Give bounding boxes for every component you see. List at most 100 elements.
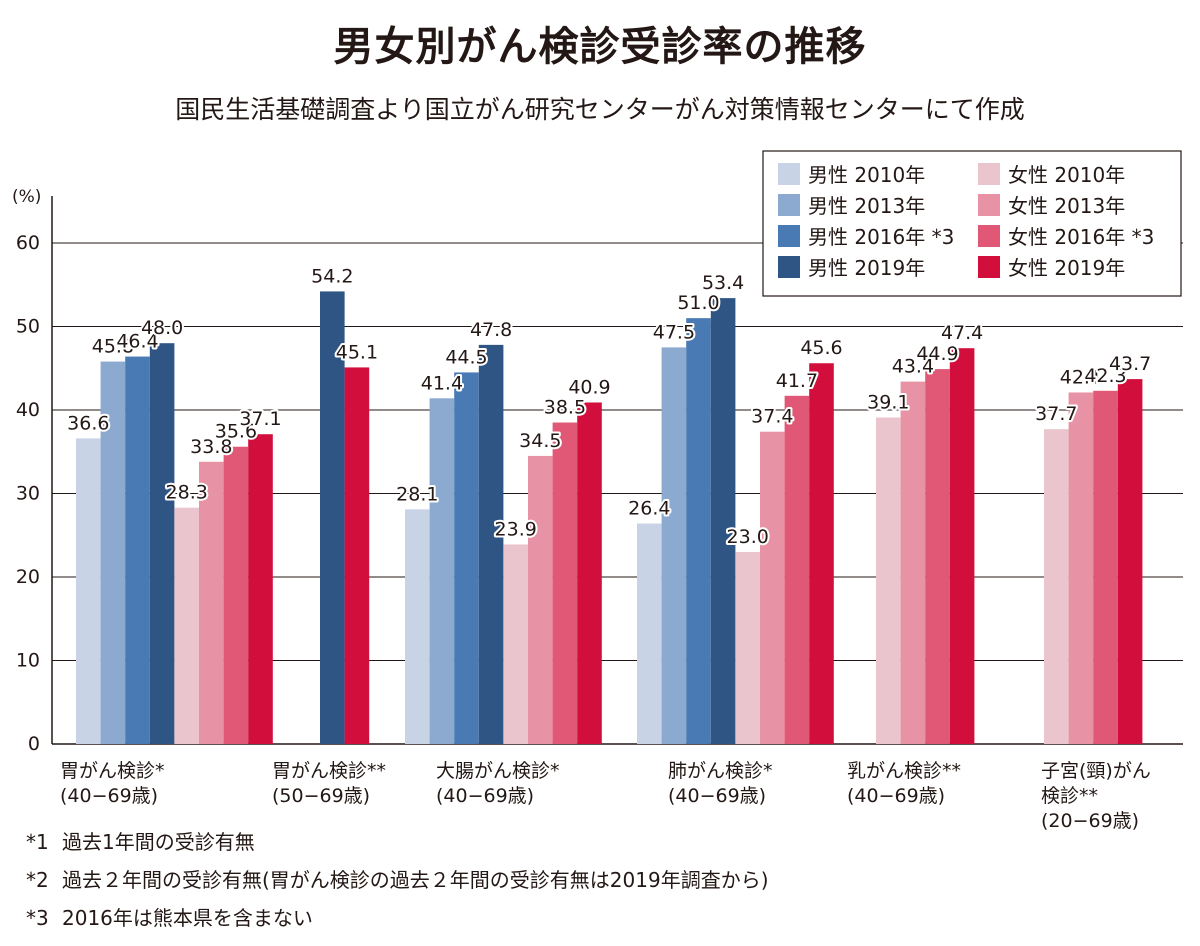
category-label: 検診** xyxy=(1041,785,1098,807)
legend-label: 女性 2016年 *3 xyxy=(1008,225,1154,249)
legend-swatch xyxy=(778,194,800,216)
y-tick-label: 50 xyxy=(16,316,40,338)
data-label: 44.9 xyxy=(916,343,958,365)
data-label: 47.8 xyxy=(470,319,512,341)
category-label: 乳がん検診** xyxy=(847,760,961,782)
bar xyxy=(1068,392,1094,744)
legend-swatch xyxy=(778,225,800,247)
data-label: 39.1 xyxy=(867,392,909,414)
y-tick-label: 0 xyxy=(28,733,40,755)
legend-swatch xyxy=(978,194,1000,216)
footnote-3: *3 2016年は熊本県を含まない xyxy=(26,902,313,931)
data-label: 23.0 xyxy=(727,526,769,548)
bar xyxy=(76,438,101,744)
bar xyxy=(429,398,455,744)
bar xyxy=(661,347,687,744)
bar xyxy=(149,343,175,744)
footnote-mark: *2 xyxy=(26,868,49,892)
bar xyxy=(949,348,975,744)
bar xyxy=(320,291,345,744)
y-tick-label: 30 xyxy=(16,483,40,505)
data-label: 38.5 xyxy=(544,397,586,419)
legend-label: 女性 2019年 xyxy=(1008,256,1125,280)
bar xyxy=(552,422,578,744)
legend-swatch xyxy=(978,225,1000,247)
chart-subtitle: 国民生活基礎調査より国立がん研究センターがん対策情報センターにて作成 xyxy=(175,95,1025,124)
footnote-text: 2016年は熊本県を含まない xyxy=(62,906,313,930)
bar xyxy=(503,544,528,744)
data-label: 23.9 xyxy=(495,518,537,540)
category-label: 胃がん検診** xyxy=(272,760,386,782)
data-label: 48.0 xyxy=(141,317,183,339)
data-label: 33.8 xyxy=(190,436,232,458)
data-label: 41.7 xyxy=(776,370,818,392)
data-label: 47.5 xyxy=(653,321,695,343)
legend-swatch xyxy=(778,256,800,278)
bar xyxy=(174,507,199,744)
data-label: 45.6 xyxy=(800,337,842,359)
bar xyxy=(1117,379,1143,744)
bar xyxy=(637,523,662,744)
data-label: 35.6 xyxy=(215,421,257,443)
y-axis-unit: (%) xyxy=(12,187,41,207)
bar xyxy=(1044,429,1069,744)
bar xyxy=(876,417,901,744)
bar xyxy=(478,344,504,744)
bar xyxy=(760,431,785,744)
data-label: 41.4 xyxy=(421,372,463,394)
y-tick-label: 60 xyxy=(16,232,40,254)
category-label: (40−69歳) xyxy=(847,785,945,807)
data-label: 28.1 xyxy=(396,483,438,505)
data-label: 47.4 xyxy=(941,322,983,344)
data-label: 37.7 xyxy=(1035,403,1077,425)
legend-label: 女性 2013年 xyxy=(1008,194,1125,218)
category-label: 子宮(頸)がん xyxy=(1041,760,1151,782)
bar xyxy=(577,402,602,744)
chart-title: 男女別がん検診受診率の推移 xyxy=(333,24,867,70)
bar xyxy=(199,461,224,744)
legend-label: 男性 2013年 xyxy=(808,194,925,218)
bar xyxy=(248,434,273,744)
data-label: 37.1 xyxy=(239,408,281,430)
legend-swatch xyxy=(778,163,800,185)
bar xyxy=(1093,390,1118,744)
data-label: 42.3 xyxy=(1084,365,1126,387)
data-label: 51.0 xyxy=(677,292,719,314)
category-label: (50−69歳) xyxy=(272,785,370,807)
data-label: 36.6 xyxy=(67,412,109,434)
footnote-text: 過去２年間の受診有無(胃がん検診の過去２年間の受診有無は2019年調査から) xyxy=(62,868,769,892)
data-label: 34.5 xyxy=(519,430,561,452)
bar xyxy=(710,298,736,744)
bar xyxy=(125,356,150,744)
bar xyxy=(900,381,926,744)
footnote-mark: *3 xyxy=(26,906,49,930)
bar xyxy=(223,446,249,744)
bar xyxy=(454,372,479,744)
y-tick-label: 10 xyxy=(16,650,40,672)
category-label: 胃がん検診* xyxy=(60,760,165,782)
bar xyxy=(809,363,834,744)
data-label: 45.8 xyxy=(92,336,134,358)
category-label: 大腸がん検診* xyxy=(436,760,560,782)
legend-label: 男性 2010年 xyxy=(808,163,925,187)
category-label: (40−69歳) xyxy=(436,785,534,807)
data-label: 37.4 xyxy=(751,406,793,428)
legend-box xyxy=(762,150,1182,297)
bar xyxy=(784,395,810,744)
category-label: (40−69歳) xyxy=(60,785,158,807)
y-tick-label: 40 xyxy=(16,399,40,421)
legend-label: 女性 2010年 xyxy=(1008,163,1125,187)
legend-swatch xyxy=(978,163,1000,185)
footnote-1: *1 過去1年間の受診有無 xyxy=(26,826,255,855)
data-label: 28.3 xyxy=(166,482,208,504)
category-label: (20−69歳) xyxy=(1041,810,1139,832)
footnote-2: *2 過去２年間の受診有無(胃がん検診の過去２年間の受診有無は2019年調査から) xyxy=(26,864,769,893)
bar xyxy=(344,367,370,744)
bar xyxy=(528,455,553,744)
data-label: 40.9 xyxy=(568,376,610,398)
category-label: 肺がん検診* xyxy=(668,760,773,782)
legend-swatch xyxy=(978,256,1000,278)
bar xyxy=(405,509,430,744)
data-label: 54.2 xyxy=(311,265,353,287)
bar xyxy=(686,318,711,744)
